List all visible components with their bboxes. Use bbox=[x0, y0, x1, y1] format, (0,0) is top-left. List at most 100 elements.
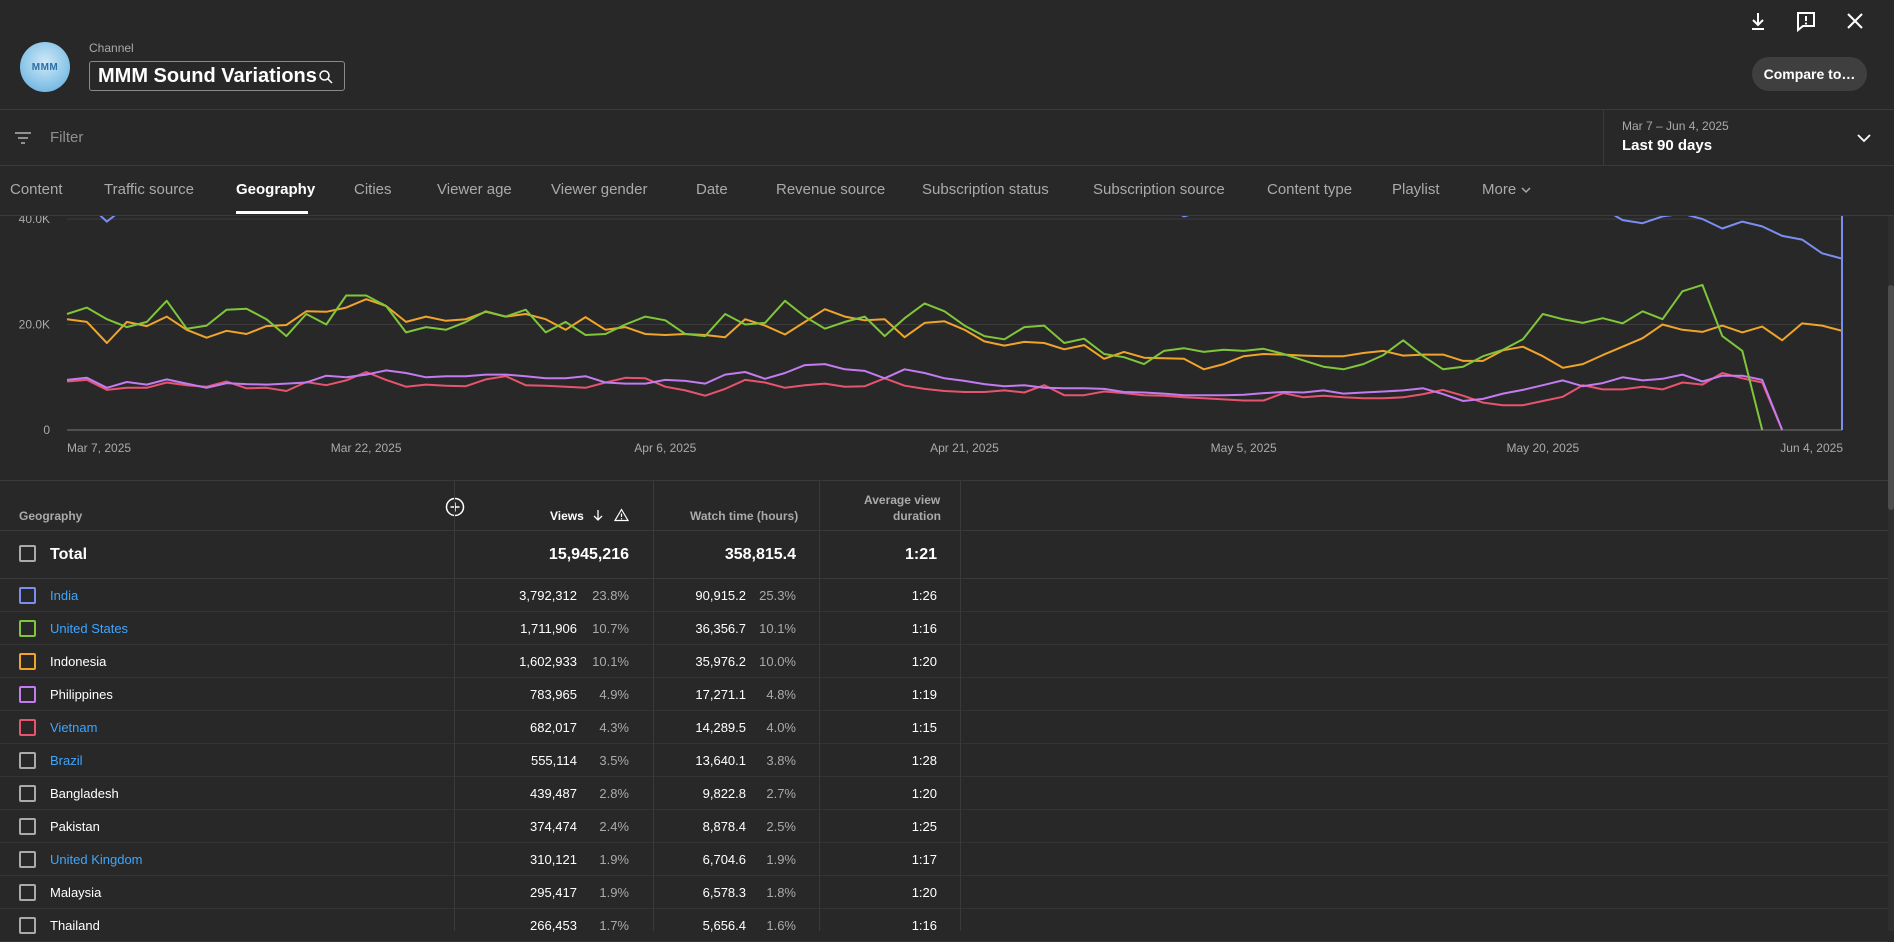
column-avg-duration-line1[interactable]: Average view bbox=[864, 493, 940, 507]
views-percent: 4.9% bbox=[599, 687, 629, 702]
views-value: 783,965 bbox=[530, 687, 577, 702]
channel-selector[interactable]: MMM Sound Variations bbox=[89, 61, 345, 91]
country-name: Bangladesh bbox=[50, 786, 119, 801]
column-views[interactable]: Views bbox=[550, 509, 584, 523]
views-percent: 10.7% bbox=[592, 621, 629, 636]
watch-time-percent: 1.9% bbox=[766, 852, 796, 867]
row-checkbox[interactable] bbox=[19, 851, 36, 868]
geography-table: Geography Views Watch time (hours) Avera… bbox=[0, 481, 1888, 931]
watch-time-value: 9,822.8 bbox=[703, 786, 746, 801]
watch-time-percent: 3.8% bbox=[766, 753, 796, 768]
tab-playlist[interactable]: Playlist bbox=[1392, 181, 1440, 198]
total-label: Total bbox=[50, 546, 87, 564]
avg-duration-value: 1:16 bbox=[912, 621, 937, 636]
date-range-picker[interactable]: Mar 7 – Jun 4, 2025 Last 90 days bbox=[1603, 110, 1894, 166]
x-tick-label: Mar 7, 2025 bbox=[67, 441, 131, 455]
tab-more-label: More bbox=[1482, 181, 1516, 198]
watch-time-value: 35,976.2 bbox=[695, 654, 746, 669]
watch-time-value: 17,271.1 bbox=[695, 687, 746, 702]
series-line-vietnam bbox=[67, 372, 1782, 430]
country-name: Philippines bbox=[50, 687, 113, 702]
row-checkbox[interactable] bbox=[19, 545, 36, 562]
row-checkbox[interactable] bbox=[19, 884, 36, 901]
tab-content[interactable]: Content bbox=[10, 181, 63, 198]
watch-time-percent: 4.8% bbox=[766, 687, 796, 702]
scrollbar-thumb[interactable] bbox=[1888, 285, 1894, 510]
warning-icon[interactable] bbox=[614, 508, 629, 522]
close-icon[interactable] bbox=[1843, 9, 1867, 33]
watch-time-value: 8,878.4 bbox=[703, 819, 746, 834]
tab-viewer-age[interactable]: Viewer age bbox=[437, 181, 512, 198]
add-column-icon[interactable] bbox=[445, 497, 465, 517]
channel-name: MMM Sound Variations bbox=[98, 65, 317, 88]
x-tick-label: May 20, 2025 bbox=[1506, 441, 1579, 455]
tab-traffic-source[interactable]: Traffic source bbox=[104, 181, 194, 198]
search-icon[interactable] bbox=[317, 68, 335, 86]
sort-descending-icon[interactable] bbox=[591, 508, 605, 522]
row-checkbox[interactable] bbox=[19, 752, 36, 769]
row-checkbox[interactable] bbox=[19, 719, 36, 736]
views-percent: 2.4% bbox=[599, 819, 629, 834]
row-checkbox[interactable] bbox=[19, 818, 36, 835]
y-tick-label: 20.0K bbox=[19, 318, 50, 332]
feedback-icon[interactable] bbox=[1794, 9, 1818, 33]
compare-button[interactable]: Compare to… bbox=[1752, 57, 1867, 91]
row-checkbox[interactable] bbox=[19, 653, 36, 670]
filter-icon[interactable] bbox=[13, 128, 33, 148]
x-tick-label: Jun 4, 2025 bbox=[1780, 441, 1843, 455]
watch-time-value: 6,704.6 bbox=[703, 852, 746, 867]
row-checkbox[interactable] bbox=[19, 587, 36, 604]
tab-viewer-gender[interactable]: Viewer gender bbox=[551, 181, 647, 198]
x-tick-label: Apr 6, 2025 bbox=[634, 441, 696, 455]
country-name[interactable]: Vietnam bbox=[50, 720, 97, 735]
country-name[interactable]: Brazil bbox=[50, 753, 83, 768]
y-tick-label: 0 bbox=[43, 423, 50, 437]
views-value: 439,487 bbox=[530, 786, 577, 801]
download-icon[interactable] bbox=[1746, 9, 1770, 33]
views-percent: 10.1% bbox=[592, 654, 629, 669]
avg-duration-value: 1:28 bbox=[912, 753, 937, 768]
channel-label: Channel bbox=[89, 41, 134, 55]
tab-more[interactable]: More bbox=[1482, 181, 1532, 198]
row-checkbox[interactable] bbox=[19, 917, 36, 934]
column-avg-duration-line2[interactable]: duration bbox=[893, 509, 941, 523]
header-bar: MMM Channel MMM Sound Variations Compare… bbox=[0, 0, 1894, 110]
views-percent: 3.5% bbox=[599, 753, 629, 768]
tab-revenue-source[interactable]: Revenue source bbox=[776, 181, 885, 198]
country-name[interactable]: United Kingdom bbox=[50, 852, 143, 867]
column-watch-time[interactable]: Watch time (hours) bbox=[690, 509, 798, 523]
watch-time-value: 6,578.3 bbox=[703, 885, 746, 900]
tab-subscription-status[interactable]: Subscription status bbox=[922, 181, 1049, 198]
country-name: Indonesia bbox=[50, 654, 106, 669]
tab-subscription-source[interactable]: Subscription source bbox=[1093, 181, 1225, 198]
column-divider bbox=[819, 481, 820, 931]
row-checkbox[interactable] bbox=[19, 686, 36, 703]
row-checkbox[interactable] bbox=[19, 620, 36, 637]
tab-content-type[interactable]: Content type bbox=[1267, 181, 1352, 198]
country-name[interactable]: India bbox=[50, 588, 78, 603]
filter-input[interactable]: Filter bbox=[50, 129, 83, 146]
views-percent: 2.8% bbox=[599, 786, 629, 801]
channel-avatar[interactable]: MMM bbox=[20, 42, 70, 92]
tab-cities[interactable]: Cities bbox=[354, 181, 392, 198]
tab-date[interactable]: Date bbox=[696, 181, 728, 198]
row-checkbox[interactable] bbox=[19, 785, 36, 802]
watch-time-percent: 2.7% bbox=[766, 786, 796, 801]
tab-geography[interactable]: Geography bbox=[236, 181, 315, 198]
country-name: Malaysia bbox=[50, 885, 101, 900]
country-name[interactable]: United States bbox=[50, 621, 128, 636]
column-divider bbox=[960, 481, 961, 931]
